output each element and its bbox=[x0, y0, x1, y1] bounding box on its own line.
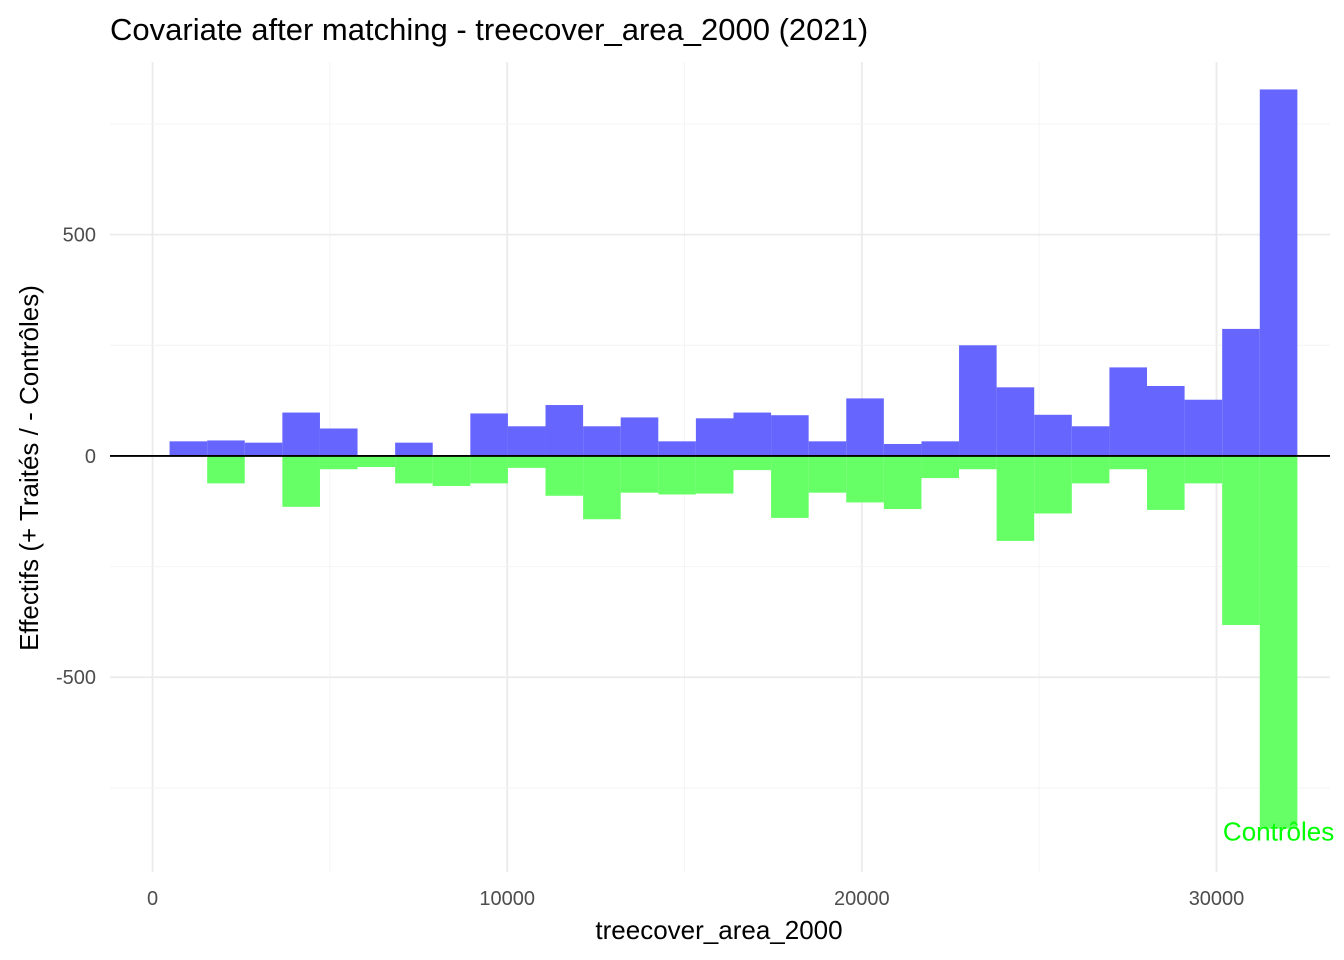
y-axis-title: Effectifs (+ Traités / - Contrôles) bbox=[14, 285, 44, 651]
treated-bar bbox=[1259, 89, 1298, 456]
treated-bar bbox=[282, 412, 320, 456]
treated-bar bbox=[1071, 426, 1110, 456]
chart-title: Covariate after matching - treecover_are… bbox=[110, 12, 868, 47]
treated-bar bbox=[507, 426, 546, 456]
treated-bar bbox=[1222, 328, 1260, 456]
treated-bar bbox=[1184, 399, 1223, 456]
treated-bar bbox=[1034, 414, 1072, 456]
treated-bar bbox=[658, 441, 696, 456]
control-bar bbox=[545, 455, 584, 496]
treated-bar bbox=[846, 398, 884, 456]
y-tick-labels: -500 0 500 bbox=[56, 225, 96, 690]
bars bbox=[169, 89, 1298, 829]
control-bar bbox=[207, 455, 245, 484]
treated-bar bbox=[996, 387, 1035, 456]
treated-bar bbox=[583, 426, 621, 456]
treated-bar bbox=[244, 442, 283, 456]
x-tick-label: 0 bbox=[147, 888, 158, 910]
x-tick-labels: 0 10000 20000 30000 bbox=[147, 888, 1244, 910]
control-bar bbox=[808, 455, 847, 493]
control-bar bbox=[1034, 455, 1072, 514]
control-bar bbox=[620, 455, 659, 493]
treated-bar bbox=[771, 415, 809, 456]
control-bar bbox=[319, 455, 358, 470]
treated-bar bbox=[207, 440, 245, 456]
control-bar bbox=[959, 455, 997, 470]
treated-bar bbox=[620, 417, 659, 456]
treated-bar bbox=[545, 405, 584, 456]
control-bar bbox=[470, 455, 508, 484]
control-bar bbox=[883, 455, 922, 510]
control-bar bbox=[846, 455, 884, 503]
control-bar bbox=[1222, 455, 1260, 626]
control-bar bbox=[282, 455, 320, 507]
control-bar bbox=[1109, 455, 1147, 470]
treated-bar bbox=[883, 443, 922, 456]
treated-bar bbox=[319, 428, 358, 456]
treated-bar bbox=[921, 441, 960, 456]
control-bar bbox=[583, 455, 621, 520]
x-axis-title: treecover_area_2000 bbox=[595, 915, 842, 945]
control-bar bbox=[695, 455, 734, 494]
control-bar bbox=[1259, 455, 1298, 829]
treated-bar bbox=[695, 418, 734, 456]
treated-bar bbox=[1147, 386, 1185, 456]
control-bar bbox=[771, 455, 809, 518]
control-bar bbox=[507, 455, 546, 468]
treated-bar bbox=[959, 345, 997, 456]
annotation-label: Contrôles bbox=[1223, 816, 1334, 846]
control-bar bbox=[1147, 455, 1185, 510]
x-tick-label: 30000 bbox=[1189, 888, 1245, 910]
control-bar bbox=[996, 455, 1035, 541]
control-bar bbox=[921, 455, 960, 479]
control-bar bbox=[1184, 455, 1223, 484]
treated-bar bbox=[808, 441, 847, 456]
control-bar bbox=[658, 455, 696, 495]
treated-bar bbox=[470, 413, 508, 456]
control-bar bbox=[1071, 455, 1110, 484]
control-bar bbox=[357, 455, 396, 467]
y-tick-label: -500 bbox=[56, 667, 96, 689]
x-tick-label: 20000 bbox=[834, 888, 890, 910]
x-tick-label: 10000 bbox=[479, 888, 535, 910]
treated-bar bbox=[733, 412, 772, 456]
control-bar bbox=[432, 455, 471, 487]
treated-bar bbox=[395, 442, 433, 456]
y-tick-label: 500 bbox=[63, 225, 96, 247]
control-bar bbox=[395, 455, 433, 484]
y-tick-label: 0 bbox=[85, 446, 96, 468]
control-bar bbox=[733, 455, 772, 471]
treated-bar bbox=[169, 441, 208, 456]
treated-bar bbox=[1109, 367, 1147, 456]
